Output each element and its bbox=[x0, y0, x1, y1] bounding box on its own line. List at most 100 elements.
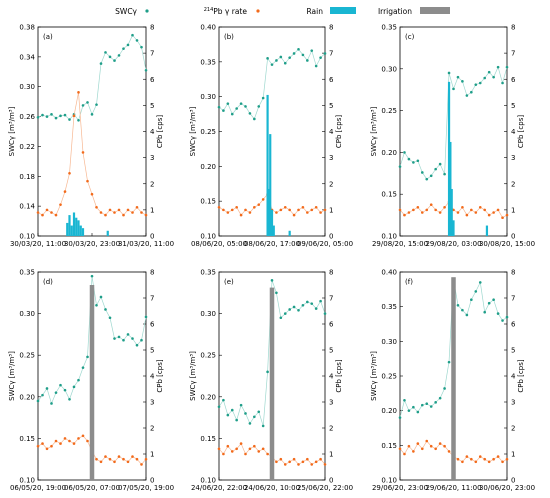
swc-point bbox=[279, 55, 283, 59]
pb-point bbox=[108, 457, 112, 461]
pb-point bbox=[253, 205, 256, 209]
pb-point bbox=[244, 452, 247, 456]
x-tick-label: 29/06/20, 11:00 bbox=[425, 484, 481, 492]
rain-bar bbox=[70, 225, 73, 236]
pb-point bbox=[41, 213, 44, 217]
pb-point bbox=[68, 172, 71, 175]
legend-rain-label: Rain bbox=[307, 7, 324, 16]
pb-point bbox=[323, 463, 327, 466]
y2-tick-label: 7 bbox=[329, 50, 333, 58]
swc-point bbox=[447, 360, 451, 364]
swc-point bbox=[104, 51, 107, 54]
pb-point bbox=[126, 460, 130, 464]
legend-rain-swatch bbox=[330, 7, 356, 14]
swc-point bbox=[292, 52, 296, 55]
y2-tick-label: 1 bbox=[329, 206, 333, 214]
rain-bar bbox=[79, 225, 82, 236]
y-tick-label: 0.25 bbox=[200, 352, 216, 360]
y2-tick-label: 5 bbox=[511, 102, 515, 110]
pb-point bbox=[314, 460, 318, 464]
pb-point bbox=[140, 463, 143, 466]
y2-tick-label: 1 bbox=[329, 451, 333, 459]
swc-point bbox=[310, 49, 314, 52]
pb-point bbox=[420, 211, 424, 214]
y-tick-label: 0.15 bbox=[19, 435, 35, 443]
swc-point bbox=[310, 302, 314, 305]
rain-bar bbox=[288, 230, 291, 236]
y2-tick-label: 5 bbox=[150, 102, 154, 110]
swc-point bbox=[113, 337, 116, 340]
panel-5: 0.10 0.15 0.20 0.25 0.30 0.35 0 1 2 3 4 5 6 7 8 24/06/2… bbox=[189, 269, 353, 493]
irrigation-bar bbox=[89, 285, 95, 480]
panel-label: (e) bbox=[224, 278, 234, 286]
pb-point bbox=[86, 439, 89, 443]
y-tick-label: 0.30 bbox=[381, 65, 397, 73]
swc-point bbox=[474, 290, 478, 293]
pb-point bbox=[248, 211, 252, 214]
y-tick-label: 0.10 bbox=[200, 477, 216, 485]
y-tick-label: 0.40 bbox=[381, 269, 397, 277]
swc-point bbox=[425, 402, 429, 406]
swc-point bbox=[135, 343, 139, 347]
pb-point bbox=[235, 447, 238, 451]
rain-bar bbox=[272, 225, 275, 236]
plot-frame bbox=[399, 26, 508, 237]
x-tick-label: 30/03/20, 11:00 bbox=[10, 240, 66, 248]
swc-point bbox=[434, 401, 437, 404]
rain-bar bbox=[267, 188, 271, 236]
swc-point bbox=[244, 105, 247, 108]
swc-point bbox=[461, 80, 464, 83]
pb-point bbox=[86, 179, 89, 183]
y2-tick-label: 3 bbox=[511, 154, 515, 162]
swc-point bbox=[90, 274, 94, 278]
swc-point bbox=[72, 385, 76, 389]
x-tick-label: 31/03/20, 11:00 bbox=[118, 240, 174, 248]
swc-point bbox=[77, 119, 80, 122]
swc-point bbox=[36, 116, 40, 119]
y-tick-label: 0.15 bbox=[381, 191, 397, 199]
y-axis-label: SWCγ [m³/m³] bbox=[189, 351, 197, 401]
y2-tick-label: 1 bbox=[150, 206, 154, 214]
swc-point bbox=[483, 76, 487, 80]
swc-point bbox=[501, 319, 504, 322]
y2-tick-label: 2 bbox=[150, 425, 154, 433]
pb-point bbox=[217, 447, 221, 451]
pb-point bbox=[403, 452, 406, 456]
y2-tick-label: 8 bbox=[150, 24, 154, 32]
swc-point bbox=[226, 102, 230, 105]
pb-point bbox=[122, 457, 125, 461]
y2-tick-label: 8 bbox=[511, 24, 515, 32]
rain-bar bbox=[449, 141, 452, 236]
y2-tick-label: 8 bbox=[150, 269, 154, 277]
pb-point bbox=[54, 439, 58, 443]
pb-point bbox=[131, 211, 134, 214]
y2-tick-label: 0 bbox=[150, 233, 154, 241]
swc-point bbox=[239, 403, 243, 407]
swc-point bbox=[292, 305, 296, 309]
plot-frame bbox=[37, 26, 147, 237]
y-tick-label: 0.35 bbox=[381, 24, 397, 32]
y-tick-label: 0.20 bbox=[381, 407, 397, 415]
swc-point bbox=[222, 109, 225, 112]
pb-point bbox=[257, 203, 261, 206]
y2-tick-label: 0 bbox=[329, 233, 333, 241]
pb-point bbox=[403, 213, 406, 217]
y2-tick-label: 7 bbox=[511, 295, 515, 303]
y2-tick-label: 6 bbox=[329, 76, 334, 84]
swc-point bbox=[323, 312, 327, 315]
pb-point bbox=[416, 205, 420, 209]
y2-tick-label: 6 bbox=[511, 76, 516, 84]
pb-point bbox=[275, 460, 278, 464]
swc-point bbox=[131, 33, 134, 37]
pb-point bbox=[470, 208, 473, 212]
y-tick-label: 0.10 bbox=[381, 477, 397, 485]
x-tick-label: 29/08/20, 15:00 bbox=[372, 240, 428, 248]
y2-tick-label: 8 bbox=[329, 24, 333, 32]
swc-point bbox=[144, 315, 148, 319]
swc-point bbox=[456, 75, 460, 79]
rain-bar bbox=[270, 209, 274, 236]
pb-point bbox=[77, 91, 80, 94]
pb-point bbox=[505, 213, 509, 217]
plot-frame bbox=[218, 26, 326, 237]
pb-point bbox=[465, 213, 469, 217]
